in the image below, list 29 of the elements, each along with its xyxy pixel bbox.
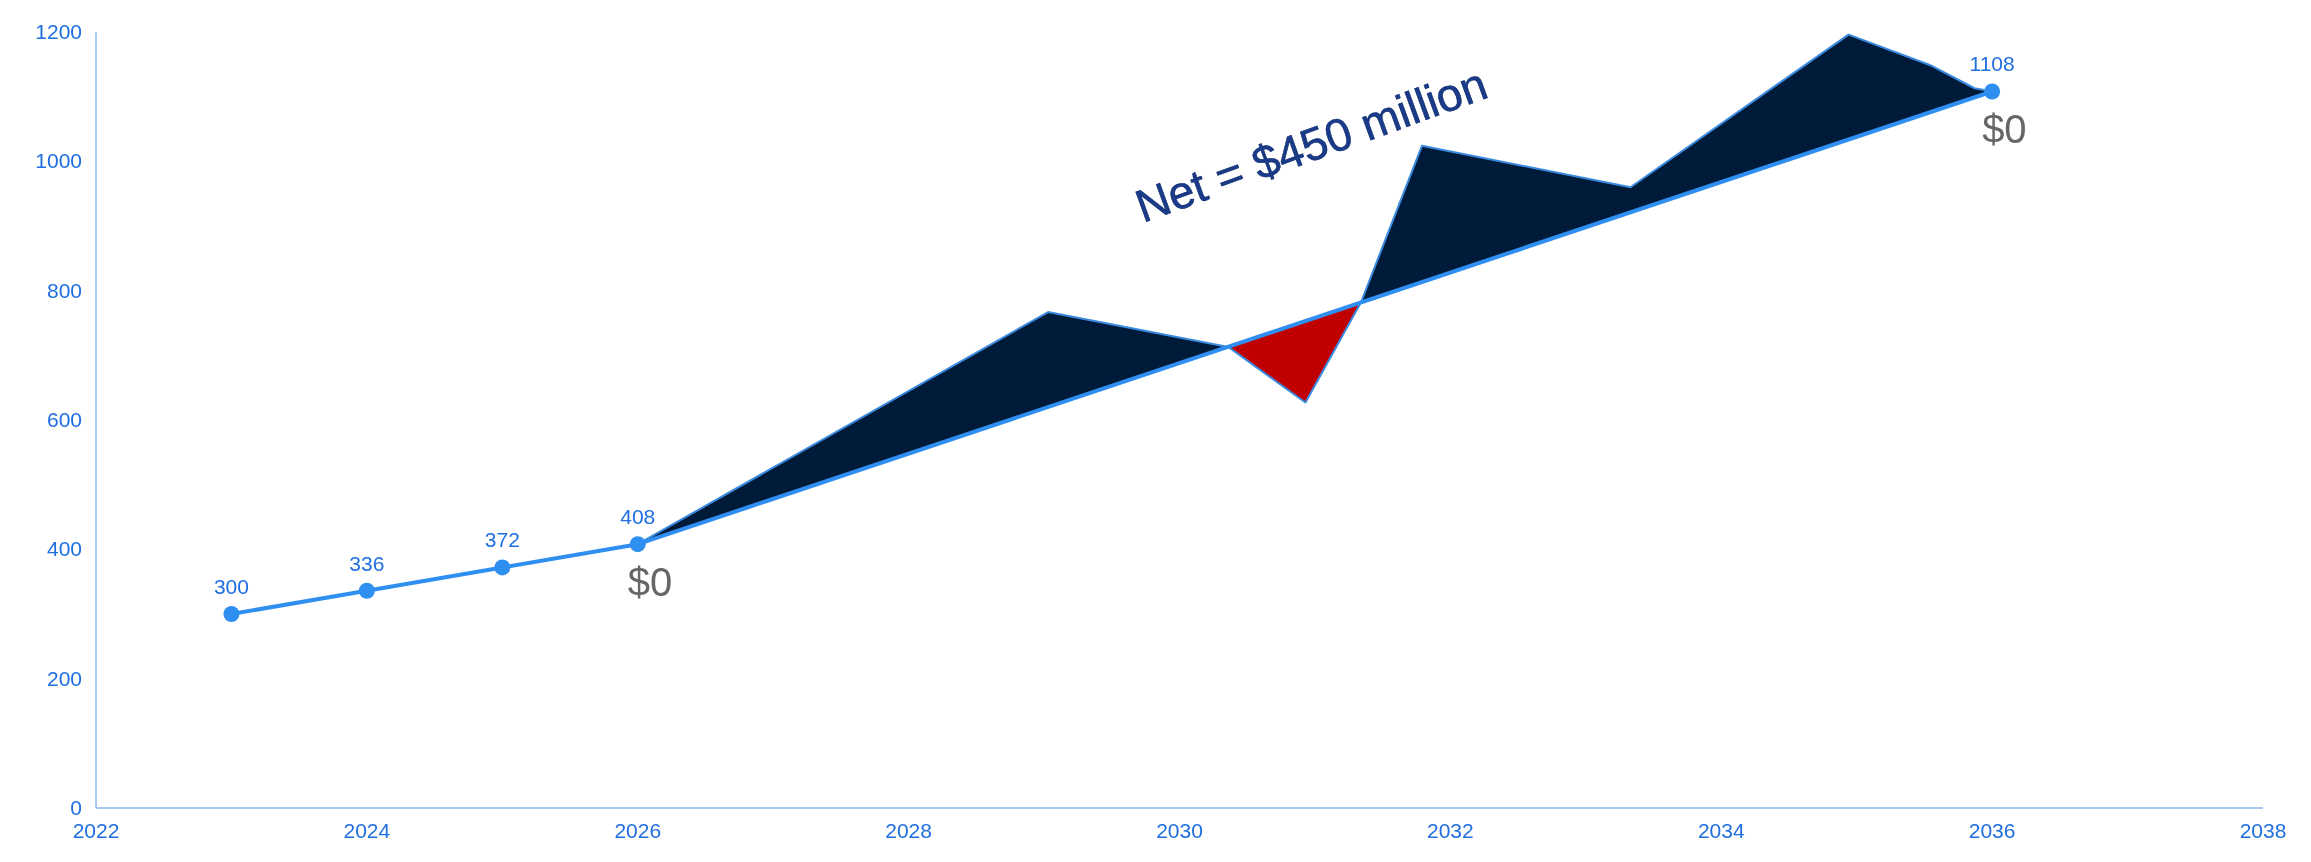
y-tick-label: 200 [46,666,82,690]
x-tick-label: 2032 [1427,819,1474,842]
point [494,559,511,576]
data-label: 408 [620,505,656,529]
y-tick-label: 1200 [35,20,82,43]
point [223,606,240,622]
annotation: Net = $450 million [1128,57,1494,233]
x-tick-label: 2038 [2239,819,2287,842]
y-tick-label: 0 [70,796,82,819]
data-label: 300 [213,575,249,598]
data-label: 336 [349,551,385,575]
x-tick-label: 2024 [343,819,391,842]
point [629,536,646,553]
annotation: $0 [1982,107,2027,152]
point [358,582,375,599]
x-tick-label: 2036 [1968,819,2016,842]
data-label: 1108 [1969,52,2015,76]
x-tick-label: 2026 [614,819,662,842]
point [1984,83,2001,100]
y-tick-label: 1000 [35,149,82,173]
y-tick-label: 400 [46,537,82,561]
y-tick-label: 800 [46,278,82,302]
data-label: 372 [484,528,520,552]
y-tick-label: 600 [46,408,82,431]
x-tick-label: 2022 [72,819,120,842]
annotation: $0 [627,560,673,605]
x-tick-label: 2028 [885,819,932,842]
x-tick-label: 2034 [1697,819,1745,842]
x-tick-label: 2030 [1156,819,1203,842]
